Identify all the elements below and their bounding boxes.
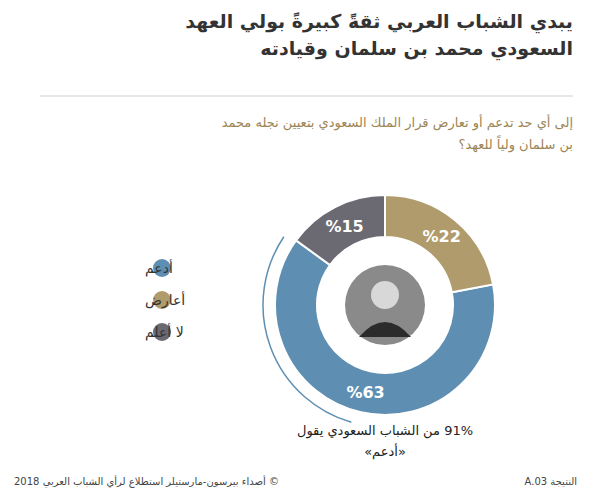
data-label: %22: [423, 227, 461, 246]
donut: [275, 195, 495, 415]
title: يبدي الشباب العربي ثقةً كبيرةً بولي العه…: [183, 8, 573, 62]
legend: أدعم أعارض لا أعلم: [145, 259, 185, 341]
portrait-body: [359, 322, 411, 337]
legend-label: أعارض: [145, 291, 185, 309]
annotation: 91% من الشباب السعودي يقول «أدعم»: [290, 420, 480, 462]
slice: [296, 195, 385, 265]
portrait-head: [371, 281, 399, 309]
data-label: %63: [346, 383, 384, 402]
portrait: [345, 265, 425, 345]
legend-label: أدعم: [145, 259, 173, 277]
bracket: [263, 237, 351, 422]
legend-label: لا أعلم: [145, 323, 184, 341]
subtitle: إلى أي حد تدعم أو تعارض قرار الملك السعو…: [213, 112, 573, 156]
data-label: %15: [325, 217, 363, 236]
source: © أصداء بيرسون-مارستيلر استطلاع لرأي الش…: [14, 476, 279, 487]
figure-label: النتيجة A.03: [525, 476, 577, 487]
chart-canvas: %63 %22 %15 أدعم أعارض لا أعلم: [0, 0, 591, 500]
data-labels: %63 %22 %15: [325, 217, 460, 402]
divider: [40, 96, 573, 97]
